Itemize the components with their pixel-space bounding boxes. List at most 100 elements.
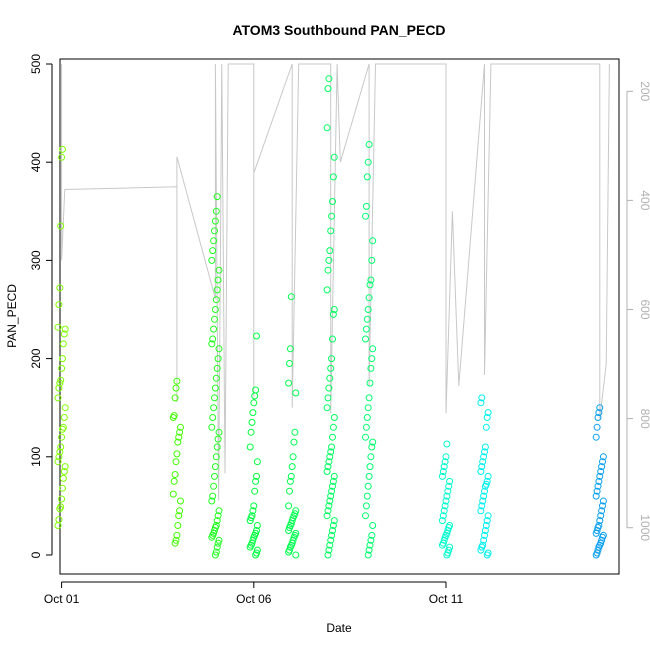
data-point bbox=[173, 377, 181, 385]
data-point bbox=[363, 492, 371, 500]
point-group-2017-10-09 bbox=[362, 141, 377, 559]
data-point bbox=[446, 543, 454, 551]
data-point bbox=[172, 384, 180, 392]
data-point bbox=[592, 433, 600, 441]
data-point bbox=[484, 549, 492, 557]
data-point bbox=[594, 546, 602, 554]
data-point bbox=[60, 468, 68, 475]
data-point bbox=[323, 124, 331, 132]
y-axis-label: PAN_PECD bbox=[5, 284, 19, 348]
data-point bbox=[438, 472, 446, 480]
data-point bbox=[483, 477, 491, 485]
data-point bbox=[287, 472, 295, 480]
data-point bbox=[211, 394, 218, 402]
data-point bbox=[480, 453, 488, 461]
data-point bbox=[253, 522, 261, 529]
data-point bbox=[56, 379, 64, 387]
data-point bbox=[253, 546, 261, 554]
data-point bbox=[177, 423, 184, 431]
data-point bbox=[215, 428, 223, 436]
data-point bbox=[174, 522, 182, 529]
data-point bbox=[483, 414, 491, 421]
data-point bbox=[369, 237, 377, 245]
data-point bbox=[210, 325, 218, 333]
data-point bbox=[212, 522, 220, 529]
data-point bbox=[594, 482, 602, 490]
data-points-layer bbox=[54, 75, 607, 559]
data-point bbox=[365, 472, 373, 480]
data-point bbox=[324, 463, 332, 471]
data-point bbox=[365, 394, 373, 402]
data-point bbox=[177, 497, 184, 505]
data-point bbox=[362, 325, 370, 333]
data-point bbox=[57, 503, 65, 511]
data-point bbox=[209, 247, 217, 255]
data-point bbox=[599, 531, 607, 539]
data-point bbox=[211, 472, 218, 480]
data-point bbox=[326, 497, 334, 505]
data-point bbox=[285, 379, 293, 387]
data-point bbox=[54, 394, 62, 402]
data-point bbox=[330, 472, 338, 480]
data-point bbox=[57, 222, 65, 230]
data-point bbox=[210, 482, 218, 490]
data-point bbox=[481, 527, 489, 534]
data-point bbox=[247, 428, 255, 436]
data-point bbox=[329, 198, 336, 205]
data-point bbox=[172, 536, 180, 544]
data-point bbox=[209, 335, 217, 343]
data-point bbox=[484, 512, 492, 520]
data-point bbox=[329, 527, 336, 534]
data-point bbox=[60, 414, 68, 421]
secondary-tick-label: 1000 bbox=[638, 514, 650, 541]
data-point bbox=[478, 463, 486, 471]
data-point bbox=[366, 463, 374, 471]
data-point bbox=[213, 286, 221, 294]
data-point bbox=[482, 480, 490, 488]
data-point bbox=[477, 546, 485, 554]
data-point bbox=[61, 463, 69, 471]
data-point bbox=[446, 522, 454, 529]
pressure-trace-layer bbox=[61, 63, 610, 501]
data-point bbox=[211, 306, 219, 313]
data-point bbox=[212, 374, 220, 382]
data-point bbox=[598, 507, 606, 515]
y-axis: 0 100 200 300 400 500 bbox=[29, 54, 53, 558]
data-point bbox=[593, 487, 601, 495]
data-point bbox=[212, 548, 220, 556]
data-point bbox=[286, 345, 294, 353]
data-point bbox=[253, 549, 260, 557]
data-point bbox=[597, 512, 605, 520]
data-point bbox=[60, 330, 68, 338]
data-point bbox=[211, 384, 219, 392]
data-point bbox=[478, 394, 486, 402]
data-point bbox=[323, 404, 331, 412]
data-point bbox=[56, 448, 64, 456]
data-point bbox=[249, 409, 257, 417]
y-tick-label: 400 bbox=[29, 152, 43, 172]
data-point bbox=[324, 85, 332, 93]
data-point bbox=[477, 399, 485, 407]
data-point bbox=[253, 472, 260, 480]
data-point bbox=[215, 266, 223, 274]
data-point bbox=[55, 453, 63, 461]
data-point bbox=[171, 539, 179, 547]
data-point bbox=[59, 340, 67, 348]
data-point bbox=[481, 443, 489, 451]
data-point bbox=[208, 340, 216, 348]
data-point bbox=[289, 453, 297, 461]
data-point bbox=[368, 531, 376, 539]
data-point bbox=[211, 551, 219, 559]
plot-frame bbox=[59, 58, 620, 575]
data-point bbox=[598, 536, 606, 544]
data-point bbox=[481, 448, 488, 456]
data-point bbox=[213, 193, 221, 201]
data-point bbox=[59, 145, 66, 153]
x-tick-label: Oct 01 bbox=[44, 592, 80, 606]
data-point bbox=[438, 517, 446, 525]
point-group-2017-10-07 bbox=[285, 293, 300, 559]
data-point bbox=[288, 463, 296, 471]
data-point bbox=[59, 355, 66, 363]
data-point bbox=[288, 517, 296, 525]
